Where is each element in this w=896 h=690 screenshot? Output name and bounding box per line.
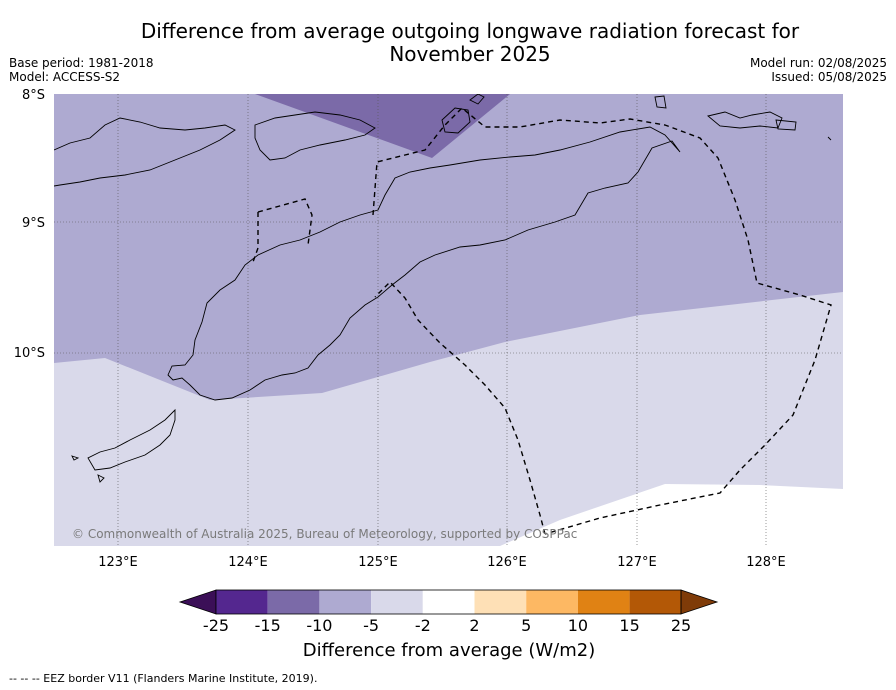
- colorbar-segment: [422, 590, 475, 614]
- eez-segment: [257, 198, 313, 246]
- islet-coast: [775, 119, 797, 131]
- anomaly-band-15-10: [255, 94, 510, 158]
- lon-label-126e: 126°E: [487, 555, 527, 570]
- meta-left: Base period: 1981-2018 Model: ACCESS-S2: [9, 56, 154, 84]
- colorbar-segment: [319, 590, 372, 614]
- lat-label-8s: 8°S: [22, 88, 45, 103]
- issued-date: Issued: 05/08/2025: [771, 70, 887, 84]
- eez-segment-east: [372, 107, 832, 535]
- title-line-2: November 2025: [389, 42, 551, 66]
- lon-label-127e: 127°E: [617, 555, 657, 570]
- eez-segment: [252, 212, 259, 263]
- colorbar-segment: [526, 590, 578, 614]
- colorbar-max-arrow: [680, 589, 719, 615]
- model-name: Model: ACCESS-S2: [9, 70, 121, 84]
- colorbar-tick: 2: [469, 616, 479, 635]
- colorbar-tick: 10: [568, 616, 588, 635]
- lon-label-123e: 123°E: [98, 555, 138, 570]
- colorbar-tick: 15: [619, 616, 639, 635]
- colorbar-outline: [215, 589, 682, 615]
- rote-coast: [87, 408, 176, 471]
- colorbar-segment: [371, 590, 423, 614]
- map-title: Difference from average outgoing longwav…: [90, 20, 850, 66]
- islet-coast: [827, 136, 832, 141]
- lon-label-125e: 125°E: [358, 555, 398, 570]
- colorbar-tick: -5: [363, 616, 379, 635]
- islet-coast: [97, 474, 105, 483]
- colorbar-tick: 25: [671, 616, 691, 635]
- colorbar-segment: [474, 590, 527, 614]
- colorbar-segment: [577, 590, 630, 614]
- islet-coast: [71, 455, 80, 461]
- graticule: [54, 94, 843, 546]
- lat-label-9s: 9°S: [22, 216, 45, 231]
- base-period: Base period: 1981-2018: [9, 56, 154, 70]
- map-area: © Commonwealth of Australia 2025, Bureau…: [54, 94, 843, 546]
- colorbar-tick: 5: [521, 616, 531, 635]
- colorbar-segment: [216, 590, 268, 614]
- colorbar-tick: -15: [255, 616, 281, 635]
- timor-coast: [167, 126, 681, 401]
- islet-coast: [469, 94, 485, 105]
- eez-segment-west: [374, 280, 546, 535]
- colorbar-tick: -2: [415, 616, 431, 635]
- colorbar-label: Difference from average (W/m2): [302, 640, 596, 661]
- colorbar-min-arrow: [178, 589, 217, 615]
- anomaly-band-2-2: [500, 484, 843, 546]
- eez-border: [252, 107, 832, 535]
- lat-label-10s: 10°S: [14, 346, 45, 361]
- wetar-east-coast: [707, 111, 783, 129]
- alor-coast: [254, 111, 376, 161]
- colorbar-segment: [267, 590, 320, 614]
- atauro-coast: [441, 107, 471, 134]
- meta-right: Model run: 02/08/2025 Issued: 05/08/2025: [750, 56, 887, 84]
- islet-coast: [654, 95, 667, 109]
- title-line-1: Difference from average outgoing longwav…: [140, 19, 800, 43]
- colorbar-tick: -10: [306, 616, 332, 635]
- lon-label-128e: 128°E: [746, 555, 786, 570]
- lon-label-124e: 124°E: [228, 555, 268, 570]
- flores-coast: [54, 117, 236, 187]
- coastlines: [54, 94, 832, 483]
- anomaly-band-10-5: [54, 94, 843, 400]
- colorbar: -25 -15 -10 -5 -2 2 5 10 15 25: [178, 589, 719, 635]
- colorbar-tick: -25: [203, 616, 229, 635]
- colorbar-segment: [629, 590, 681, 614]
- model-run: Model run: 02/08/2025: [749, 56, 887, 70]
- copyright-text: © Commonwealth of Australia 2025, Bureau…: [72, 527, 577, 541]
- eez-footnote: -- -- -- EEZ border V11 (Flanders Marine…: [9, 672, 318, 685]
